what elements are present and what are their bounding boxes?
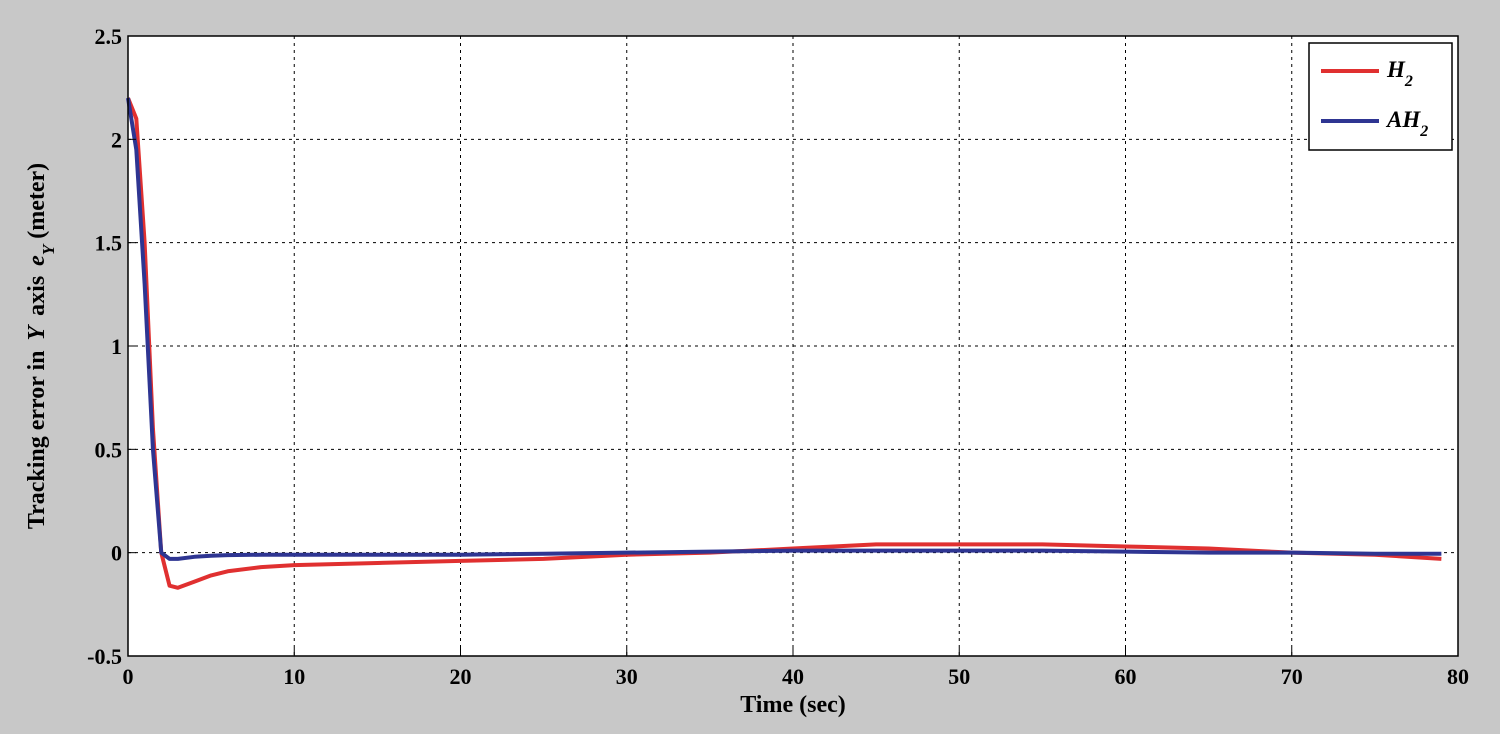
y-tick-label: 1 bbox=[111, 334, 122, 359]
y-tick-label: 2.5 bbox=[95, 24, 123, 49]
series-line bbox=[126, 97, 1442, 590]
x-tick-label: 0 bbox=[123, 664, 134, 689]
y-axis-label-part: Tracking error in bbox=[24, 351, 50, 530]
y-axis-label: Tracking error inYaxiseY(meter) bbox=[24, 163, 58, 529]
lines bbox=[126, 97, 1442, 590]
legend-label: AH2 bbox=[1385, 107, 1428, 140]
series-line bbox=[126, 97, 1442, 561]
x-tick-label: 70 bbox=[1281, 664, 1303, 689]
y-tick-label: 1.5 bbox=[95, 231, 123, 256]
y-axis-label-part: (meter) bbox=[24, 163, 50, 239]
x-tick-label: 10 bbox=[283, 664, 305, 689]
y-tick-label: 0.5 bbox=[95, 437, 123, 462]
y-tick-label: 0 bbox=[111, 541, 122, 566]
x-tick-label: 50 bbox=[948, 664, 970, 689]
x-tick-label: 20 bbox=[450, 664, 472, 689]
y-tick-label: -0.5 bbox=[87, 644, 122, 669]
x-tick-label: 40 bbox=[782, 664, 804, 689]
x-tick-label: 60 bbox=[1115, 664, 1137, 689]
x-tick-label: 80 bbox=[1447, 664, 1469, 689]
legend-label: H2 bbox=[1386, 57, 1413, 90]
y-axis-label-part: e bbox=[24, 255, 50, 266]
y-axis-label-part: Y bbox=[39, 243, 58, 255]
y-axis-label-part: axis bbox=[24, 276, 50, 316]
y-tick-label: 2 bbox=[111, 127, 122, 152]
legend: H2 AH2 bbox=[1308, 42, 1453, 151]
x-axis-label: Time (sec) bbox=[740, 692, 846, 718]
legend-box bbox=[1308, 42, 1453, 151]
y-axis-label-part: Y bbox=[24, 324, 50, 341]
x-tick-label: 30 bbox=[616, 664, 638, 689]
ticks: 0 10 20 30 40 50 60 70 80-0.500.511.522.5 bbox=[87, 24, 1469, 689]
